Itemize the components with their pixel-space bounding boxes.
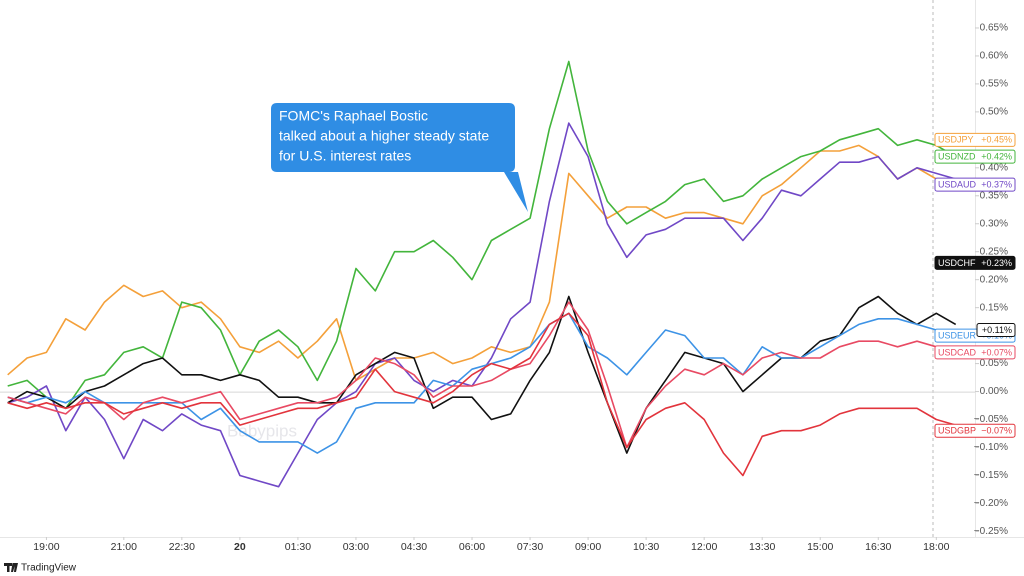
legend-name: USDGBP bbox=[938, 426, 976, 436]
legend-name: USDEUR bbox=[938, 331, 977, 341]
footer: TradingView bbox=[4, 563, 77, 574]
tag-box bbox=[934, 423, 1016, 438]
y-tick-label: 0.65% bbox=[980, 23, 1008, 34]
callout-box bbox=[271, 103, 528, 212]
y-tick-label: 0.25% bbox=[980, 246, 1008, 257]
x-tick-label: 21:00 bbox=[111, 541, 137, 553]
tag-box bbox=[976, 323, 1016, 338]
x-tick-label: 01:30 bbox=[285, 541, 311, 553]
tag-value: +0.23% bbox=[981, 258, 1012, 268]
x-tick-label: 15:00 bbox=[807, 541, 833, 553]
series-line bbox=[7, 312, 956, 454]
x-tick-label: 04:30 bbox=[401, 541, 427, 553]
x-tick-label: 16:30 bbox=[865, 541, 891, 553]
legend-name: USDNZD bbox=[938, 152, 976, 162]
series-line bbox=[7, 144, 956, 382]
legend-name: USDCHF bbox=[938, 258, 976, 268]
y-tick-label: 0.40% bbox=[980, 162, 1008, 173]
tag-value: +0.45% bbox=[981, 135, 1012, 145]
legend-name: USDCAD bbox=[938, 347, 977, 357]
legend-tag: USDNZD +0.42% bbox=[934, 149, 1016, 164]
x-tick-label: 22:30 bbox=[169, 541, 195, 553]
annotation-text: talked about a higher steady state bbox=[279, 128, 489, 144]
y-tick-label: −0.20% bbox=[974, 498, 1008, 509]
y-tick-label: −0.10% bbox=[974, 442, 1008, 453]
y-tick-label: 0.55% bbox=[980, 79, 1008, 90]
series-line bbox=[7, 60, 957, 410]
series-line bbox=[7, 312, 956, 477]
tag-box bbox=[934, 132, 1016, 147]
x-tick-label: 13:30 bbox=[749, 541, 775, 553]
legend-tag: USDJPY +0.45% bbox=[934, 132, 1016, 147]
y-tick-label: 0.05% bbox=[980, 358, 1008, 369]
footer-text: TradingView bbox=[21, 563, 77, 574]
y-tick-label: 0.30% bbox=[980, 218, 1008, 229]
x-tick-label: 12:00 bbox=[691, 541, 717, 553]
series-line bbox=[7, 122, 956, 488]
tag-value: +0.37% bbox=[981, 179, 1012, 189]
y-tick-label: 0.60% bbox=[980, 51, 1008, 62]
x-tick-label: 07:30 bbox=[517, 541, 543, 553]
tag-box bbox=[934, 177, 1016, 192]
tag-box bbox=[934, 345, 1016, 360]
tag-value: +0.11% bbox=[982, 325, 1012, 335]
y-tick-label: 0.50% bbox=[980, 107, 1008, 118]
watermark: Babypips bbox=[227, 421, 297, 440]
tag-box bbox=[934, 255, 1016, 270]
tag-box bbox=[934, 149, 1016, 164]
logo bbox=[4, 563, 18, 572]
y-tick-label: 0.00% bbox=[980, 386, 1008, 397]
legend-name: USDJPY bbox=[938, 135, 974, 145]
legend-tag: USDAUD +0.37% bbox=[934, 177, 1016, 192]
tag-value: +0.42% bbox=[981, 152, 1012, 162]
annotation: FOMC's Raphael Bostic talked about a hig… bbox=[271, 103, 528, 212]
y-tick-label: 0.35% bbox=[980, 190, 1008, 201]
x-tick-label: 19:00 bbox=[33, 541, 59, 553]
x-tick-label: 10:30 bbox=[633, 541, 659, 553]
tag-value: +0.07% bbox=[981, 347, 1012, 357]
y-tick-label: −0.25% bbox=[974, 526, 1008, 537]
x-tick-label: 06:00 bbox=[459, 541, 485, 553]
tag-value: −0.07% bbox=[981, 426, 1012, 436]
legend-tag: USDCHF +0.23% bbox=[934, 255, 1016, 270]
y-tick-label: −0.15% bbox=[974, 470, 1008, 481]
x-tick-label: 03:00 bbox=[343, 541, 369, 553]
x-tick-label: 20 bbox=[234, 541, 246, 553]
legend-tag: USDGBP −0.07% bbox=[934, 423, 1016, 438]
series-line bbox=[7, 301, 956, 449]
x-tick-label: 09:00 bbox=[575, 541, 601, 553]
annotation-text: for U.S. interest rates bbox=[279, 148, 411, 164]
x-tick-label: 18:00 bbox=[923, 541, 949, 553]
y-tick-label: 0.20% bbox=[980, 274, 1008, 285]
legend-name: USDAUD bbox=[938, 179, 977, 189]
y-tick-label: 0.15% bbox=[980, 302, 1008, 313]
legend-tag: USDCAD +0.07% bbox=[934, 345, 1016, 360]
annotation-text: FOMC's Raphael Bostic bbox=[279, 108, 428, 124]
y-tick-label: −0.05% bbox=[974, 414, 1008, 425]
plot-area bbox=[0, 60, 975, 488]
